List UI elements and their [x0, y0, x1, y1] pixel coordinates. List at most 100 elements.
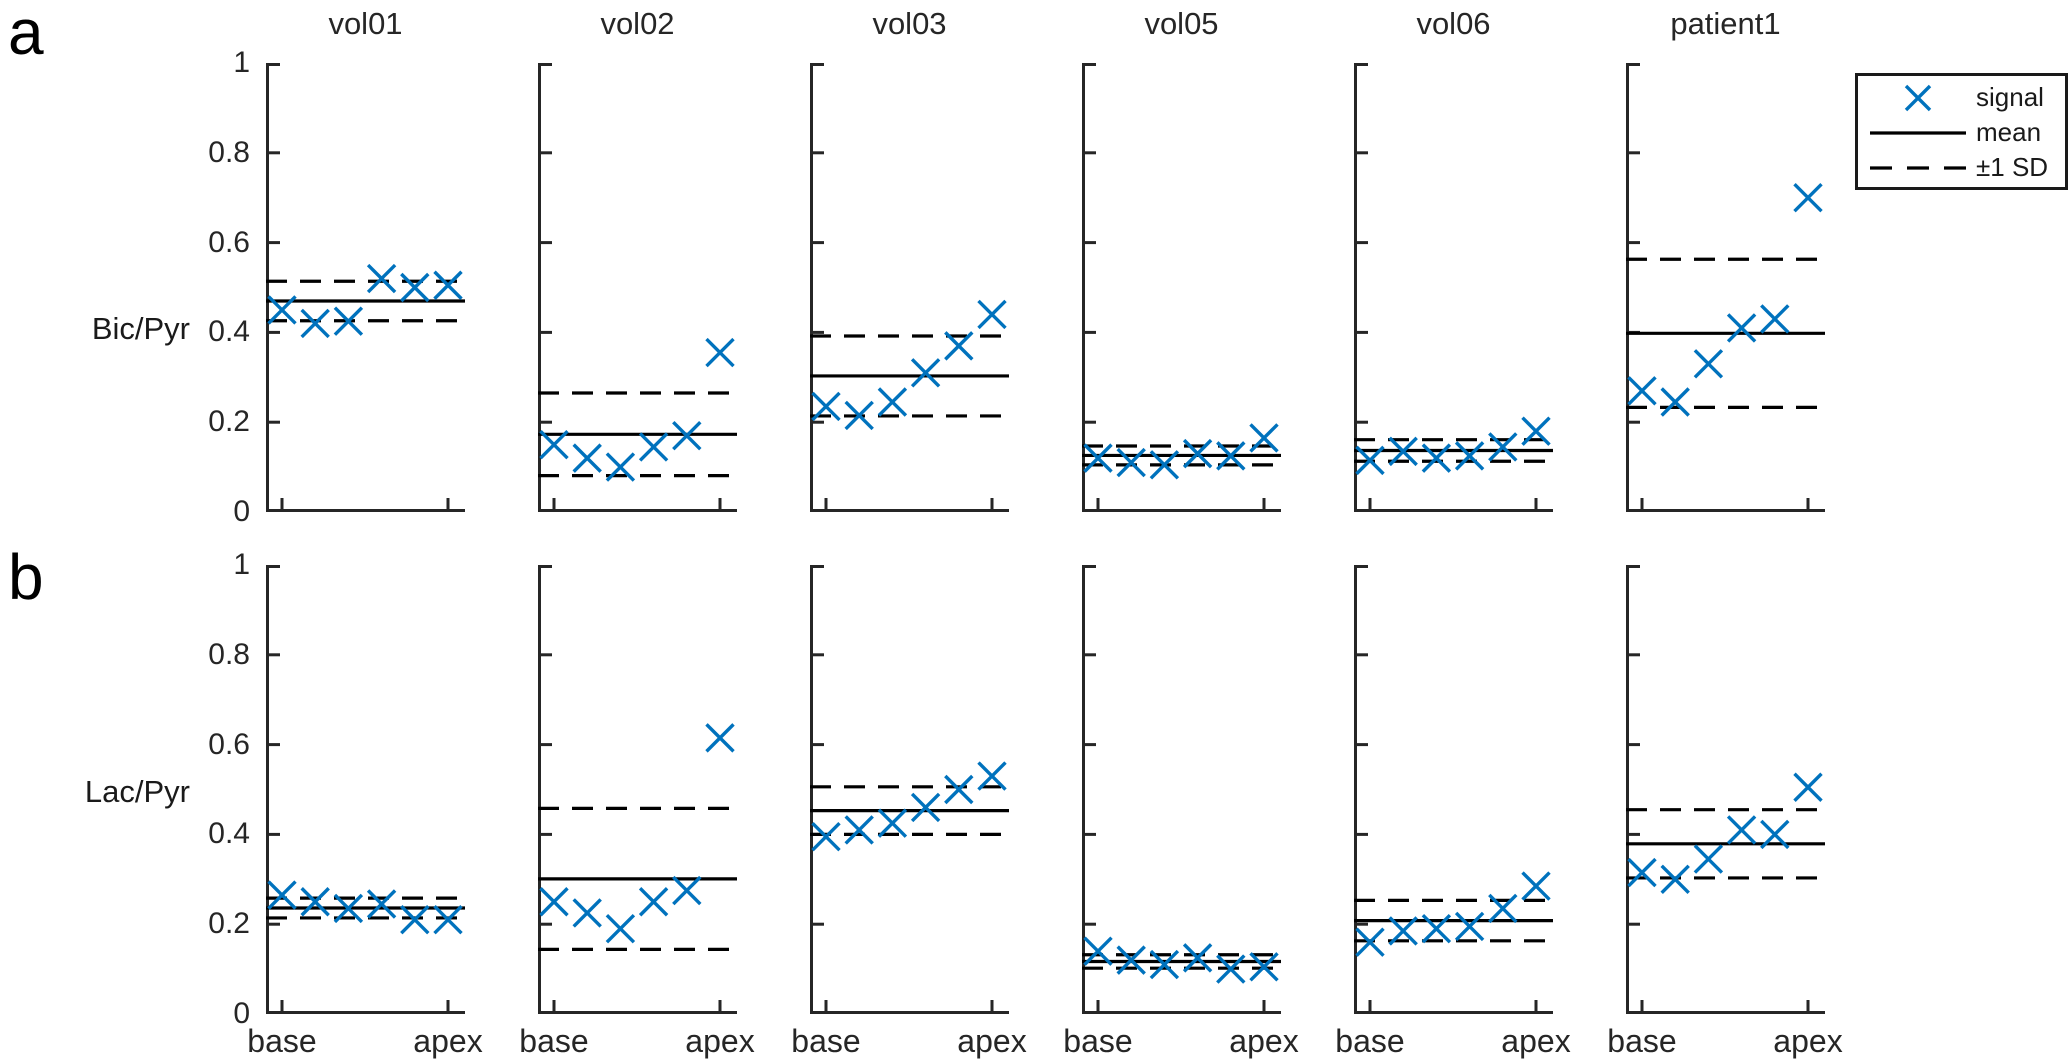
subplot-a-vol06: [1354, 63, 1553, 512]
signal-marker: [1488, 893, 1518, 924]
subplot-a-vol05: [1082, 63, 1281, 512]
signal-marker: [1760, 819, 1790, 850]
signal-marker: [638, 887, 669, 917]
signal-marker: [267, 295, 297, 325]
signal-marker: [1083, 443, 1113, 473]
ytick-label-0.8: 0.8: [208, 637, 250, 671]
signal-marker: [1421, 913, 1452, 944]
panel-b-label: b: [8, 541, 44, 613]
xtick-label-base: base: [519, 1023, 589, 1059]
ytick-label-0: 0: [233, 495, 250, 528]
signal-marker: [638, 432, 669, 462]
signal-marker: [944, 774, 974, 805]
signal-marker: [572, 443, 602, 473]
subplot-b-vol06: [1354, 565, 1553, 1014]
signal-marker: [1627, 857, 1657, 888]
subplot-b-patient1: [1626, 565, 1825, 1014]
subplot-a-vol01: [266, 63, 465, 512]
subplot-a-vol03: [810, 63, 1009, 512]
legend-row-mean: mean: [1858, 115, 2065, 150]
signal-marker: [910, 792, 941, 823]
signal-marker: [844, 815, 874, 845]
signal-marker: [844, 400, 874, 431]
signal-marker: [1454, 911, 1485, 942]
legend-row-signal: signal: [1858, 80, 2065, 115]
signal-marker: [1627, 376, 1657, 406]
row-a-ylabel: Bic/Pyr: [91, 311, 190, 346]
signal-marker: [1249, 423, 1279, 453]
ytick-label-1: 1: [233, 548, 250, 581]
signal-marker: [1726, 815, 1757, 845]
legend-label-sd: ±1 SD: [1976, 152, 2049, 182]
xtick-label-apex: apex: [685, 1023, 755, 1059]
ytick-label-0: 0: [233, 997, 250, 1030]
signal-marker: [705, 723, 735, 753]
xtick-label-base: base: [791, 1023, 861, 1059]
legend-row-sd: ±1 SD: [1858, 150, 2065, 185]
signal-marker: [1521, 871, 1551, 901]
signal-marker: [705, 337, 735, 368]
row-b-ylabel: Lac/Pyr: [84, 774, 190, 809]
signal-marker: [672, 875, 702, 906]
ytick-label-0.6: 0.6: [208, 225, 250, 259]
signal-marker: [539, 429, 569, 460]
legend-label-mean: mean: [1976, 117, 2042, 147]
signal-marker: [267, 880, 297, 910]
signal-marker: [977, 761, 1007, 791]
signal-x-marker-icon: [1870, 83, 1966, 113]
signal-marker: [1793, 772, 1823, 802]
signal-marker: [877, 808, 908, 838]
xtick-label-base: base: [1063, 1023, 1133, 1059]
signal-marker: [1182, 943, 1213, 973]
sd-dashed-line-icon: [1870, 163, 1966, 173]
ytick-label-1: 1: [233, 46, 250, 79]
signal-marker: [1149, 450, 1180, 480]
signal-marker: [1726, 313, 1757, 343]
xtick-label-base: base: [1335, 1023, 1405, 1059]
signal-marker: [1793, 182, 1823, 213]
subplot-title-patient1: patient1: [1670, 6, 1781, 41]
signal-marker: [1521, 416, 1551, 446]
ytick-label-0.4: 0.4: [208, 817, 250, 851]
subplot-title-vol03: vol03: [872, 6, 947, 41]
xtick-label-apex: apex: [413, 1023, 483, 1059]
signal-marker: [539, 887, 569, 917]
subplot-title-vol02: vol02: [600, 6, 675, 41]
signal-marker: [1182, 438, 1213, 469]
signal-marker: [605, 452, 636, 482]
subplot-a-patient1: [1626, 63, 1825, 512]
ytick-label-0.2: 0.2: [208, 405, 250, 439]
legend-label-signal: signal: [1976, 82, 2044, 112]
subplot-title-vol05: vol05: [1144, 6, 1219, 41]
signal-marker: [1149, 949, 1180, 980]
signal-marker: [1421, 443, 1452, 473]
signal-marker: [333, 893, 364, 924]
signal-marker: [1388, 436, 1418, 467]
signal-marker: [1660, 387, 1690, 417]
mean-solid-line-icon: [1870, 128, 1966, 138]
signal-marker: [1216, 954, 1246, 984]
signal-marker: [1760, 304, 1790, 334]
signal-marker: [605, 913, 636, 944]
signal-marker: [811, 821, 841, 852]
subplot-title-vol06: vol06: [1416, 6, 1491, 41]
ytick-label-0.4: 0.4: [208, 315, 250, 349]
ytick-label-0.6: 0.6: [208, 727, 250, 761]
signal-marker: [433, 270, 463, 300]
signal-marker: [944, 331, 974, 361]
subplot-title-vol01: vol01: [328, 6, 403, 41]
subplot-b-vol02: [538, 565, 737, 1014]
legend: signal mean ±1 SD: [1855, 73, 2068, 190]
signal-marker: [1116, 447, 1146, 478]
signal-marker: [366, 889, 397, 919]
signal-marker: [1454, 441, 1485, 471]
panel-a-label: a: [8, 0, 44, 68]
signal-marker: [1355, 445, 1385, 476]
signal-marker: [910, 358, 941, 388]
signal-marker: [433, 905, 463, 935]
signal-marker: [400, 272, 430, 303]
signal-marker: [672, 420, 702, 451]
signal-marker: [1693, 844, 1724, 874]
signal-marker: [811, 391, 841, 422]
signal-marker: [877, 387, 908, 417]
